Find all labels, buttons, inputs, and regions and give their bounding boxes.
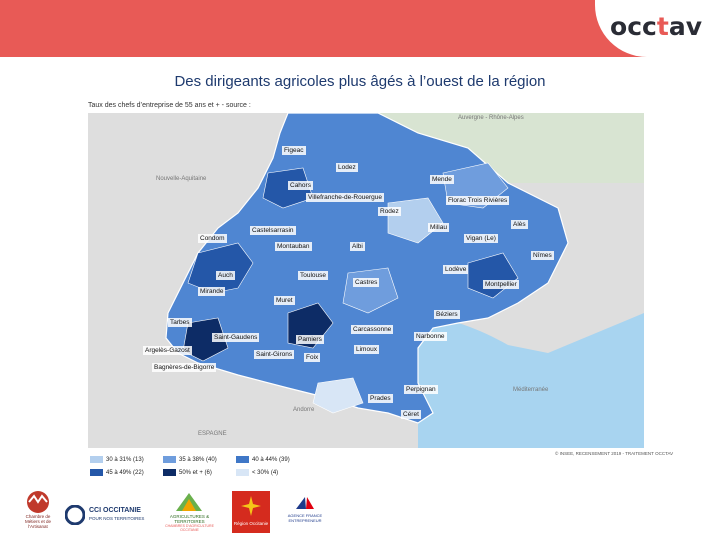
legend-item: 40 à 44% (39) (236, 456, 290, 463)
place-saint-girons: Saint-Girons (254, 350, 295, 359)
zone-andorre (312, 377, 364, 414)
map: Auvergne - Rhône-Alpes Nouvelle-Aquitain… (88, 113, 644, 448)
place-vigan: Vigan (Le) (464, 234, 498, 243)
sea-shape (418, 313, 644, 448)
place-beziers: Béziers (434, 310, 460, 319)
place-ceret: Céret (401, 410, 421, 419)
place-ales: Alès (511, 220, 528, 229)
place-mirande: Mirande (198, 287, 226, 296)
map-copyright: © INSEE, RECENSEMENT 2019 - TRAITEMENT O… (555, 451, 674, 456)
agence-france-entrepreneur-logo: AGENCE FRANCE ENTREPRENEUR (285, 495, 325, 529)
region-occitanie-logo: Région Occitanie (232, 491, 270, 533)
place-castelsarrasin: Castelsarrasin (250, 226, 296, 235)
label-espagne: ESPAGNE (198, 431, 227, 437)
place-lodeve: Lodève (443, 265, 469, 274)
place-albi: Albi (350, 242, 365, 251)
place-lodez: Lodez (336, 163, 358, 172)
place-montauban: Montauban (275, 242, 312, 251)
brand-logo: occtav (610, 12, 702, 41)
place-condom: Condom (198, 234, 227, 243)
place-montpellier: Montpellier (483, 280, 519, 289)
place-nimes: Nîmes (531, 251, 554, 260)
map-caption: Taux des chefs d’entreprise de 55 ans et… (88, 102, 251, 109)
legend-swatch (236, 469, 249, 476)
place-argeles: Argelès-Gazost (143, 346, 192, 355)
place-carcassonne: Carcassonne (351, 325, 394, 334)
legend-item: 35 à 38% (40) (163, 456, 217, 463)
partner-logos: Chambre de Métiers et de l'Artisanat CCI… (0, 483, 720, 540)
legend-swatch (90, 469, 103, 476)
cma-logo: Chambre de Métiers et de l'Artisanat (18, 488, 58, 529)
legend-item: 50% et + (6) (163, 469, 212, 476)
place-limoux: Limoux (354, 345, 379, 354)
place-millau: Millau (428, 223, 449, 232)
place-toulouse: Toulouse (298, 271, 329, 280)
zone-gers (187, 242, 254, 294)
legend-swatch (236, 456, 249, 463)
chambre-agriculture-logo: AGRICULTURES & TERRITOIRES CHAMBRES D'AG… (162, 491, 217, 532)
place-florac: Florac Trois Rivières (446, 196, 510, 205)
place-bagneres: Bagnères-de-Bigorre (152, 363, 217, 372)
legend-swatch (163, 456, 176, 463)
slide-title: Des dirigeants agricoles plus âgés à l’o… (174, 73, 546, 90)
legend-swatch (90, 456, 103, 463)
place-perpignan: Perpignan (404, 385, 438, 394)
place-castres: Castres (353, 278, 380, 287)
place-saint-gaudens: Saint-Gaudens (212, 333, 260, 342)
place-tarbes: Tarbes (168, 318, 192, 327)
place-cahors: Cahors (288, 181, 313, 190)
label-nouvelle-aquitaine: Nouvelle-Aquitaine (156, 176, 207, 182)
label-andorre: Andorre (293, 407, 315, 413)
place-prades: Prades (368, 394, 393, 403)
place-foix: Foix (304, 353, 321, 362)
place-muret: Muret (274, 296, 295, 305)
place-narbonne: Narbonne (414, 332, 447, 341)
label-mediterranee: Méditerranée (513, 387, 549, 393)
cci-logo: CCI OCCITANIE POUR NOS TERRITOIRES (65, 505, 150, 529)
place-auch: Auch (216, 271, 235, 280)
place-rodez: Rodez (378, 207, 401, 216)
place-mende: Mende (430, 175, 454, 184)
label-auvergne: Auvergne - Rhône-Alpes (458, 115, 524, 121)
place-villefranche: Villefranche-de-Rouergue (306, 193, 384, 202)
legend-item: 45 à 49% (22) (90, 469, 144, 476)
legend-item: 30 à 31% (13) (90, 456, 144, 463)
place-pamiers: Pamiers (296, 335, 324, 344)
legend-item: < 30% (4) (236, 469, 278, 476)
legend-swatch (163, 469, 176, 476)
place-figeac: Figeac (282, 146, 306, 155)
